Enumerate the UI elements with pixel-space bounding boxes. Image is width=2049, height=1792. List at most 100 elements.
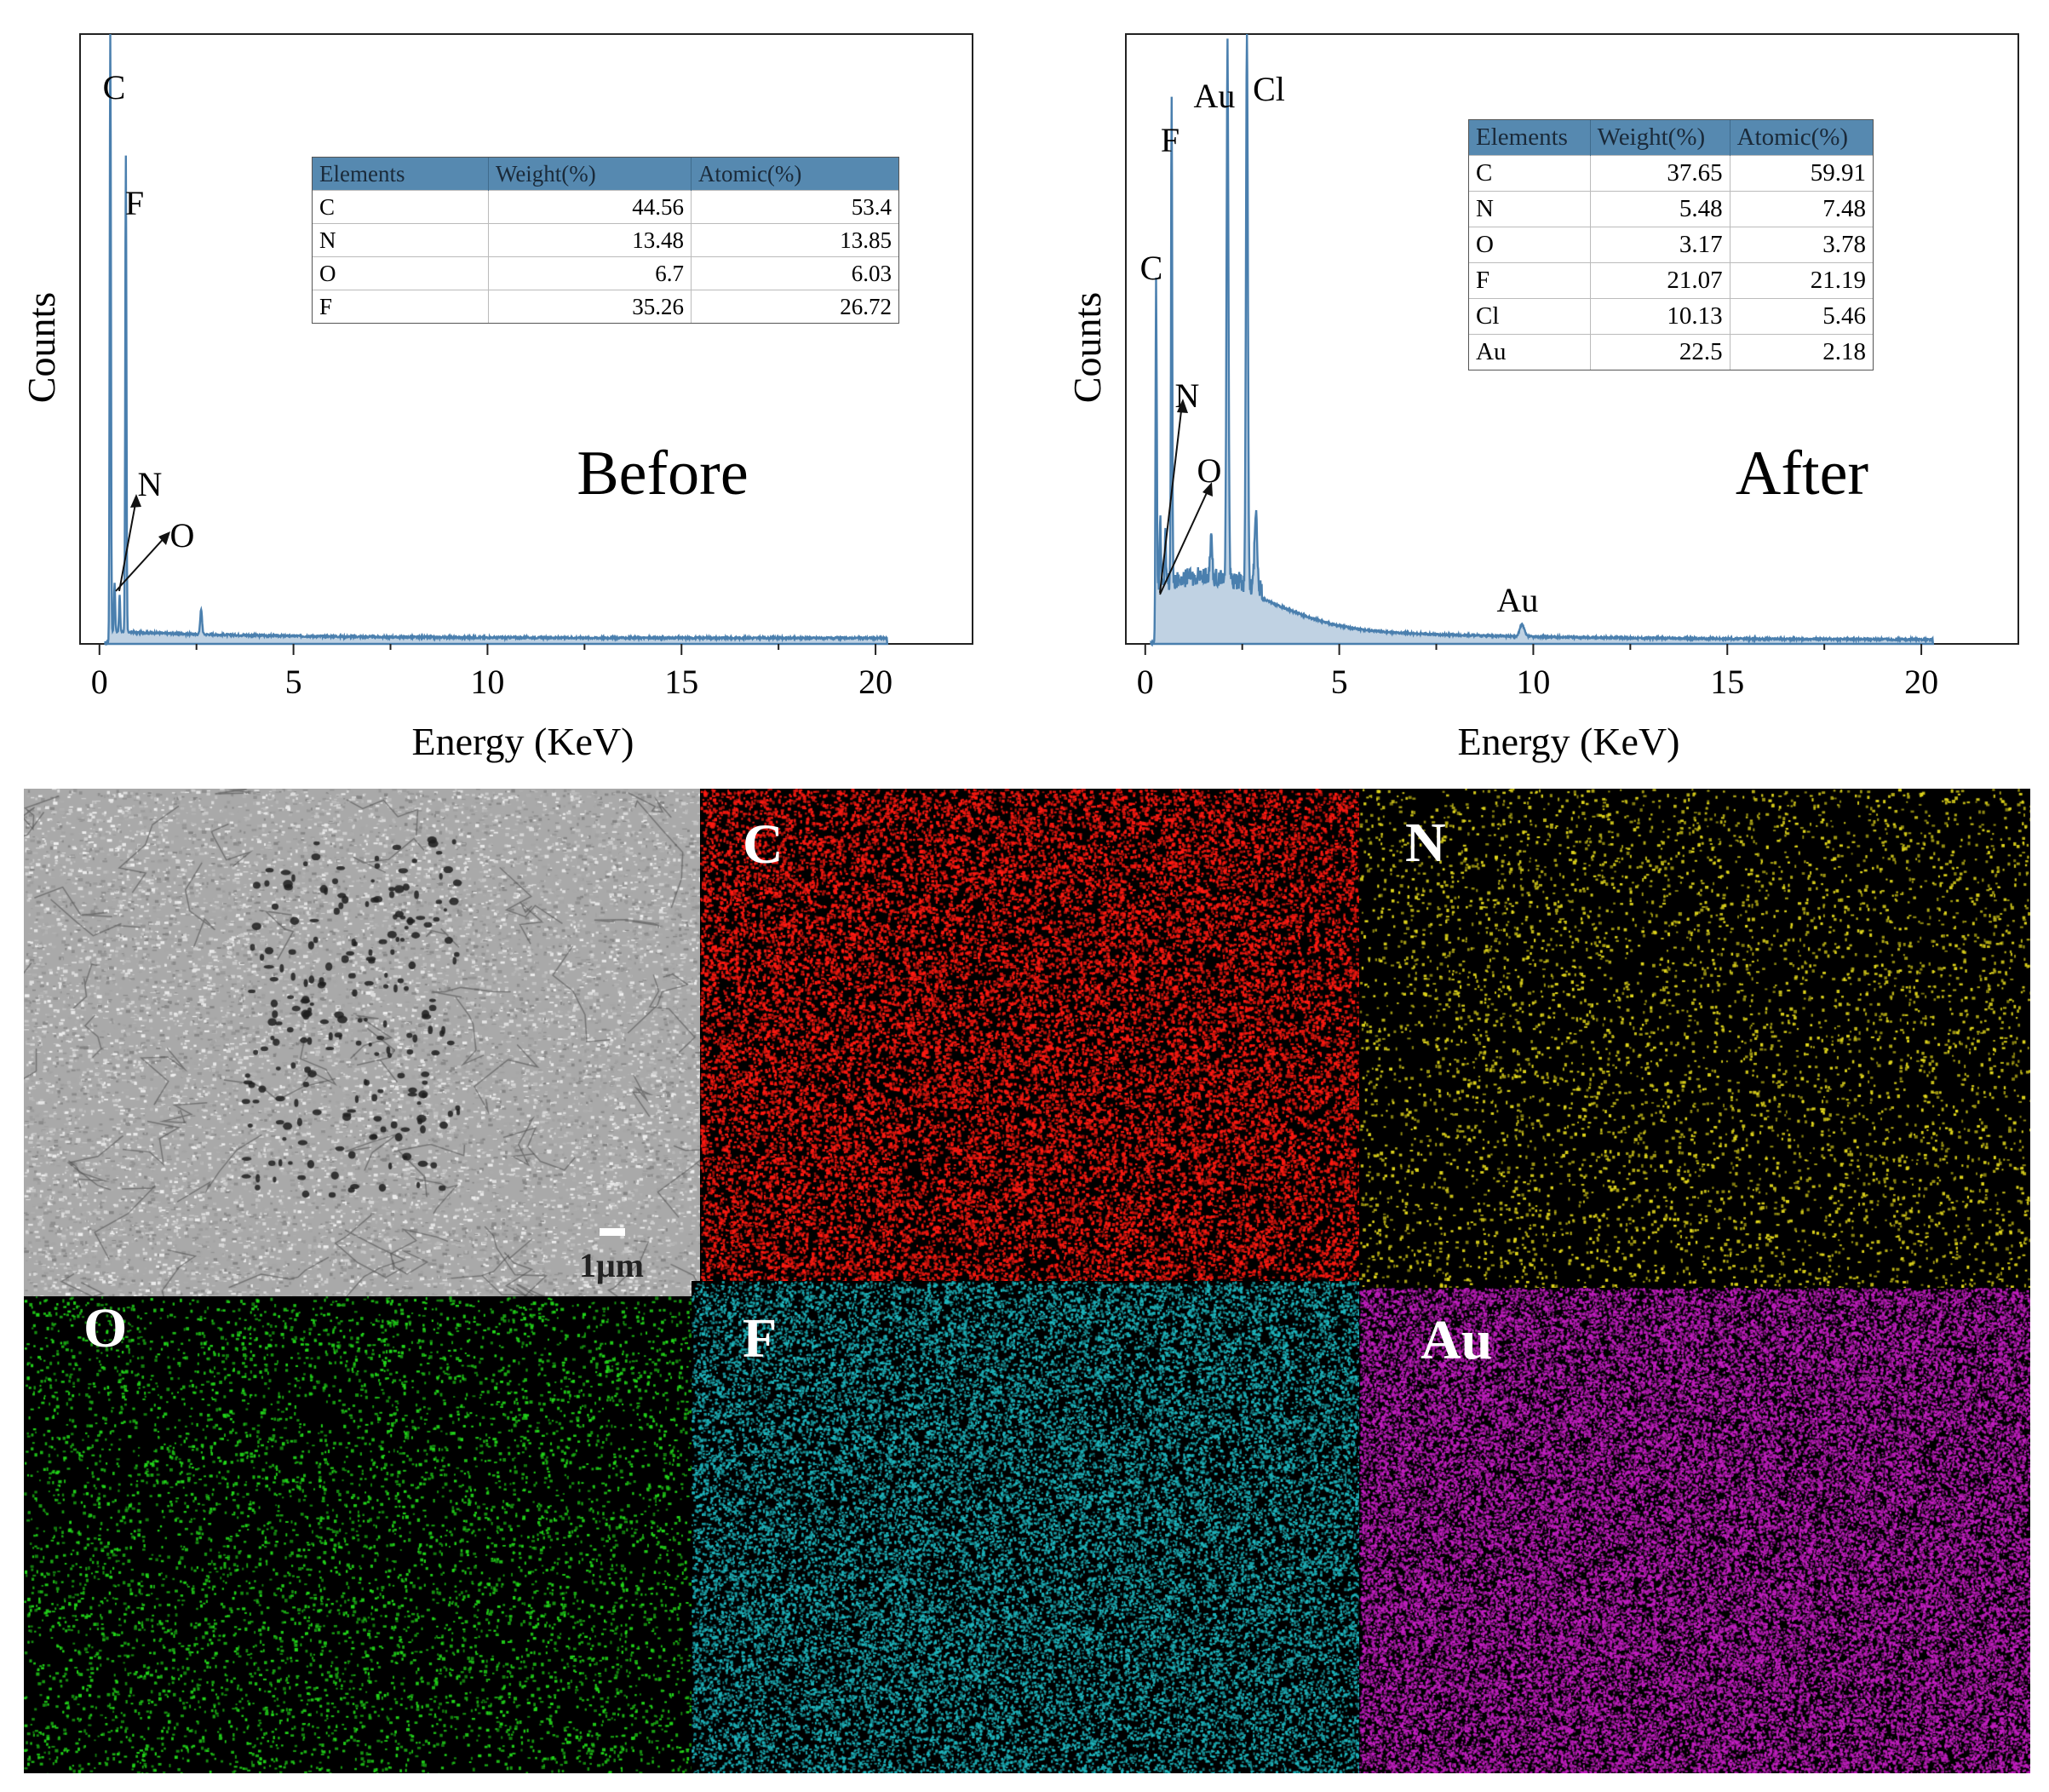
peak-label-au: Au <box>1497 581 1539 619</box>
table-cell: 59.91 <box>1730 155 1873 192</box>
map-label: N <box>1405 812 1446 874</box>
table-cell: C <box>1469 155 1591 192</box>
table-cell: 2.18 <box>1730 334 1873 370</box>
arrowhead <box>1177 399 1188 413</box>
pointer-arrow-n <box>1159 403 1183 594</box>
table-row: N 13.48 13.85 <box>313 223 898 257</box>
map-label: F <box>743 1307 778 1370</box>
table-cell: 5.46 <box>1730 298 1873 335</box>
peak-label-f: F <box>1161 121 1179 159</box>
table-row: C 44.56 53.4 <box>313 190 898 224</box>
carbon-map <box>700 789 1359 1281</box>
table-cell: Cl <box>1469 298 1591 335</box>
table-cell: 6.03 <box>691 256 898 290</box>
table-cell: 13.85 <box>691 223 898 257</box>
table-cell: 37.65 <box>1590 155 1730 192</box>
oxygen-map-panel: O <box>24 1296 692 1773</box>
nitrogen-map <box>1359 789 2030 1288</box>
table-cell: C <box>313 190 489 224</box>
x-tick-label: 20 <box>1904 663 1938 701</box>
fluorine-map <box>692 1281 1359 1773</box>
carbon-map-panel: C <box>700 789 1359 1281</box>
composition-table: Elements Weight(%) Atomic(%) C 44.56 53.4 N 13… <box>313 158 898 323</box>
table-cell: 5.48 <box>1590 191 1730 227</box>
table-cell: N <box>1469 191 1591 227</box>
x-tick-label: 15 <box>664 663 698 701</box>
peak-label-o: O <box>1197 451 1222 490</box>
x-tick-label: 10 <box>1516 663 1550 701</box>
arrowhead <box>158 531 170 545</box>
x-axis-label: Energy (KeV) <box>412 720 634 763</box>
table-cell: O <box>1469 227 1591 263</box>
table-row: O 3.17 3.78 <box>1469 227 1873 263</box>
after-composition-table: Elements Weight(%) Atomic(%) C 37.65 59.91 N 5… <box>1468 119 1874 370</box>
arrowhead <box>1202 482 1213 497</box>
table-row: Cl 10.13 5.46 <box>1469 298 1873 335</box>
peak-label-au: Au <box>1194 77 1236 115</box>
panel-annotation: Before <box>577 439 748 508</box>
peak-label-c: C <box>103 68 126 106</box>
nitrogen-map-panel: N <box>1359 789 2030 1288</box>
peak-label-o: O <box>170 516 195 554</box>
x-tick-label: 0 <box>1137 663 1154 701</box>
table-cell: N <box>313 223 489 257</box>
y-axis-label: Counts <box>20 292 63 403</box>
scale-bar <box>600 1228 625 1236</box>
peak-label-cl: Cl <box>1253 70 1285 108</box>
table-cell: 3.78 <box>1730 227 1873 263</box>
sem-image-panel: 1μm <box>24 789 700 1296</box>
table-cell: 3.17 <box>1590 227 1730 263</box>
composition-table: Elements Weight(%) Atomic(%) C 37.65 59.91 N 5… <box>1469 120 1873 370</box>
fluorine-map-panel: F <box>692 1281 1359 1773</box>
spectrum-series-line <box>104 33 889 646</box>
table-cell: 6.7 <box>488 256 692 290</box>
x-tick-label: 5 <box>285 663 302 701</box>
x-tick-label: 20 <box>858 663 892 701</box>
scale-label: 1μm <box>579 1246 644 1284</box>
pointer-arrow-o <box>1159 486 1210 595</box>
table-header-cell: Atomic(%) <box>691 158 898 191</box>
table-row: N 5.48 7.48 <box>1469 191 1873 227</box>
map-label: O <box>83 1297 128 1359</box>
table-header-cell: Weight(%) <box>488 158 692 191</box>
table-row: F 35.26 26.72 <box>313 290 898 323</box>
arrowhead <box>130 494 141 508</box>
table-cell: 21.07 <box>1590 262 1730 299</box>
table-cell: F <box>313 290 489 323</box>
table-row: Au 22.5 2.18 <box>1469 334 1873 370</box>
map-label: Au <box>1421 1309 1493 1371</box>
table-cell: F <box>1469 262 1591 299</box>
table-header-cell: Elements <box>313 158 489 191</box>
panel-annotation: After <box>1736 439 1868 508</box>
table-cell: O <box>313 256 489 290</box>
gold-map-panel: Au <box>1359 1288 2030 1773</box>
table-cell: 7.48 <box>1730 191 1873 227</box>
table-cell: 53.4 <box>691 190 898 224</box>
spectrum-series-line <box>1150 33 1935 647</box>
peak-label-n: N <box>138 465 163 503</box>
x-tick-label: 5 <box>1331 663 1348 701</box>
table-cell: 35.26 <box>488 290 692 323</box>
sem-micrograph <box>24 789 700 1296</box>
eds-spectra-svg: 0 5 10 15 20 Energy (KeV) Counts 0 5 10 15 20 Energy… <box>20 33 2019 763</box>
table-header-cell: Atomic(%) <box>1730 120 1873 156</box>
table-cell: Au <box>1469 334 1591 370</box>
table-cell: 21.19 <box>1730 262 1873 299</box>
oxygen-map <box>24 1296 692 1773</box>
table-row: F 21.07 21.19 <box>1469 262 1873 299</box>
plot-frame <box>79 33 973 645</box>
y-axis-label: Counts <box>1065 292 1109 403</box>
before-composition-table: Elements Weight(%) Atomic(%) C 44.56 53.4 N 13… <box>312 157 899 324</box>
table-row: O 6.7 6.03 <box>313 256 898 290</box>
pointer-arrow-n <box>118 498 137 592</box>
x-tick-label: 10 <box>470 663 504 701</box>
table-cell: 13.48 <box>488 223 692 257</box>
table-cell: 22.5 <box>1590 334 1730 370</box>
x-tick-label: 0 <box>91 663 108 701</box>
pointer-arrow-o <box>115 534 168 592</box>
peak-label-c: C <box>1140 249 1163 287</box>
x-axis-label: Energy (KeV) <box>1458 720 1680 763</box>
table-cell: 10.13 <box>1590 298 1730 335</box>
table-header-cell: Elements <box>1469 120 1591 156</box>
table-cell: 44.56 <box>488 190 692 224</box>
